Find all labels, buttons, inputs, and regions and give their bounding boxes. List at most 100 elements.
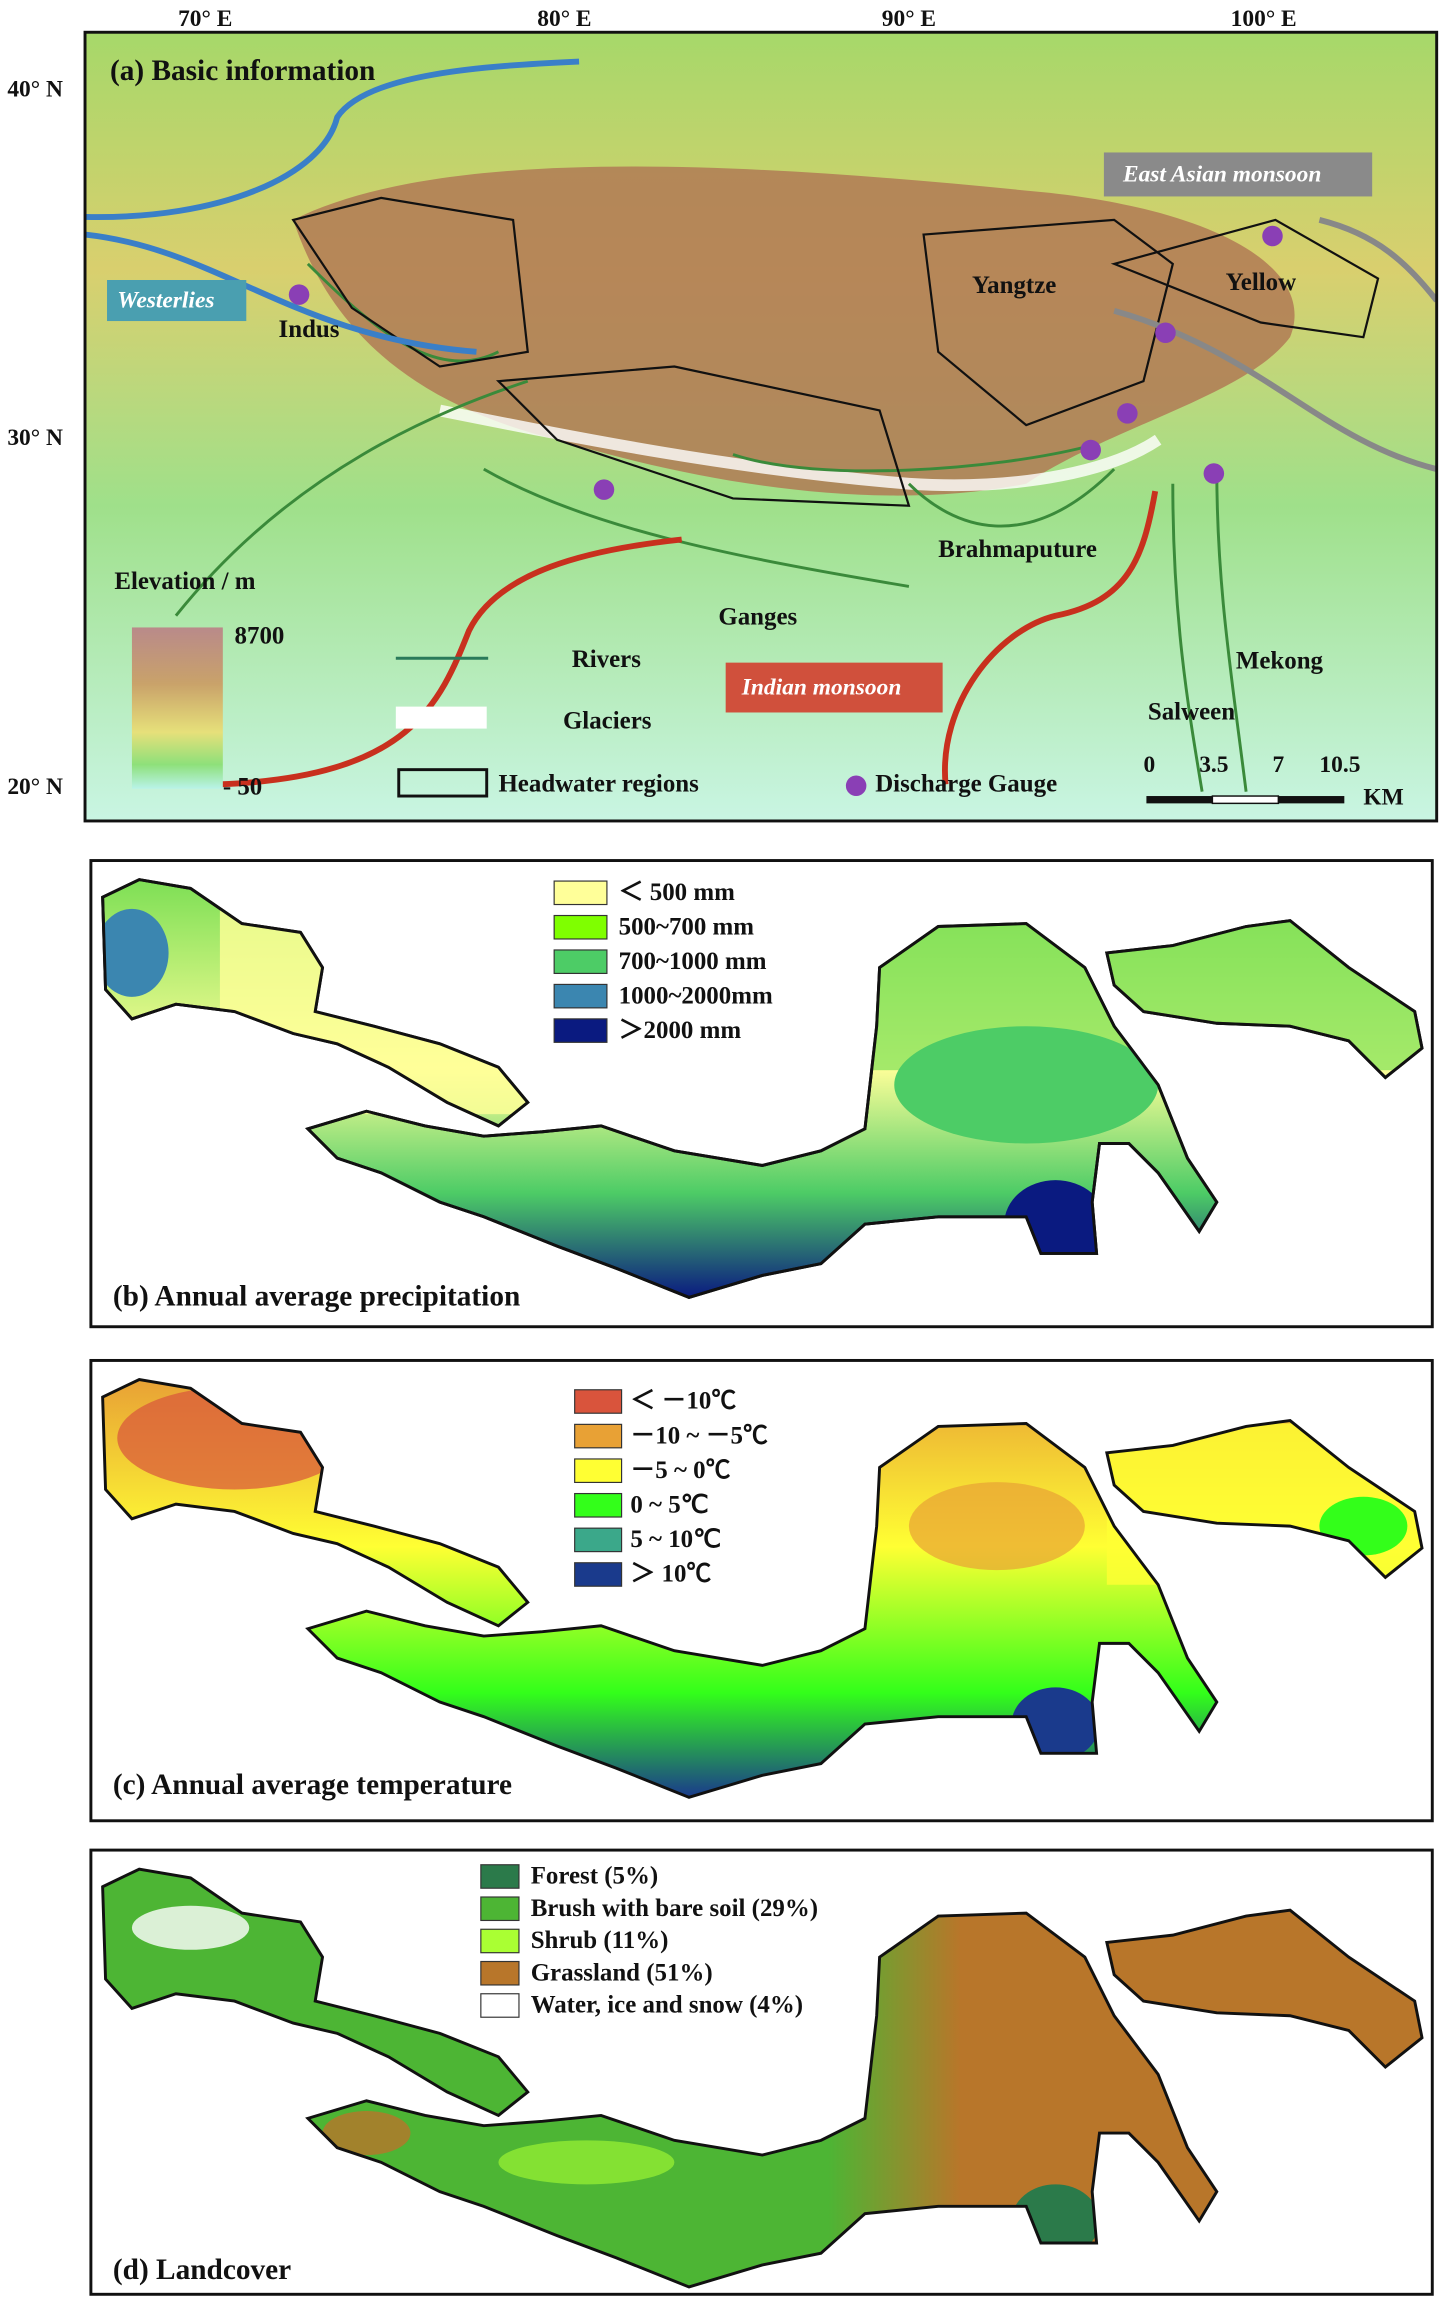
gauge [1155, 322, 1176, 344]
map-patches [117, 1386, 1423, 1761]
label-box [1103, 152, 1373, 197]
legend-label: 500~700 mm [619, 913, 755, 940]
legend-label: Forest (5%) [531, 1863, 659, 1890]
scale-label: 0 [1143, 752, 1155, 778]
panel-a: 70° E 80° E 90° E 100° E 40° N 30° N 20°… [7, 6, 1439, 823]
lon-label: 70° E [178, 6, 232, 32]
gauge [288, 284, 310, 305]
wind-label: Indian monsoon [741, 674, 902, 700]
legend-label: －10 ~ －5℃ [630, 1422, 768, 1449]
legend-swatch [574, 1527, 623, 1553]
legend-label: Water, ice and snow (4%) [531, 1992, 803, 2019]
headwater-regions [291, 196, 1380, 507]
river-name: Salween [1148, 699, 1235, 726]
legend-swatch [574, 1492, 623, 1518]
gauge [1203, 463, 1225, 484]
legend-swatch [480, 1864, 520, 1889]
label-box [725, 662, 943, 713]
panel-d: (d) Landcover [89, 1848, 1434, 2296]
lat-label: 40° N [7, 76, 63, 102]
panel-title: (b) Annual average precipitation [113, 1281, 520, 1313]
legend-swatch [574, 1423, 623, 1449]
legend-swatch [553, 1018, 608, 1043]
legend-swatch [574, 1389, 623, 1414]
legend-label: ＞ 10℃ [630, 1561, 711, 1588]
lon-label: 100° E [1231, 6, 1297, 32]
panel-title: (a) Basic information [110, 55, 375, 87]
basin-group [101, 1867, 1424, 2289]
scale-bar [1278, 796, 1345, 804]
legend-swatch [480, 1896, 520, 1922]
label-box [107, 280, 247, 322]
westerlies-arrow [85, 58, 580, 220]
patch [322, 2111, 411, 2156]
legend-label: 0 ~ 5℃ [630, 1491, 708, 1518]
legend-swatch [553, 914, 608, 940]
gauge [593, 479, 615, 500]
lat-label: 30° N [7, 425, 63, 451]
panel-title: (d) Landcover [113, 2254, 291, 2286]
glacier-legend [395, 706, 487, 729]
legend-label: - 50 [223, 773, 262, 800]
gauge [1080, 439, 1101, 461]
legend-label: Glaciers [563, 707, 652, 734]
legend-label: ＜ 500 mm [619, 879, 735, 906]
legend-swatch [574, 1562, 623, 1587]
legend-label: 700~1000 mm [619, 948, 767, 975]
legend-swatch [553, 949, 608, 975]
scale-label: 3.5 [1199, 752, 1228, 778]
patch [894, 1026, 1159, 1144]
monsoon-arrow [219, 536, 683, 788]
wind-label: Westerlies [117, 287, 214, 313]
basin-group [101, 1378, 1424, 1799]
river-name: Yangtze [972, 272, 1056, 299]
legend-label: －5 ~ 0℃ [630, 1457, 730, 1484]
legend-label: Grassland (51%) [531, 1959, 713, 1986]
legend-label: Discharge Gauge [875, 770, 1057, 797]
gauge [1262, 225, 1283, 247]
legends: ＜ 500 mm 500~700 mm 700~1000 mm 1000~2000mm… [480, 879, 818, 2019]
panel-frame [83, 30, 1439, 823]
legend-swatch [574, 1458, 623, 1484]
plateau [293, 166, 1295, 496]
wind-label: East Asian monsoon [1122, 161, 1321, 187]
panel-title: (c) Annual average temperature [113, 1769, 512, 1801]
legend-label: 8700 [235, 622, 285, 649]
river-name: Mekong [1236, 647, 1324, 674]
panel-b: (b) Annual average precipitation [89, 859, 1434, 1329]
lon-label: 90° E [882, 6, 936, 32]
river-name: Indus [279, 316, 340, 343]
figure-content: 70° E 80° E 90° E 100° E 40° N 30° N 20°… [7, 6, 1439, 2296]
river-name: Ganges [718, 603, 797, 630]
legend-label: 1000~2000mm [619, 982, 773, 1009]
legend-label: ＞2000 mm [619, 1017, 742, 1044]
gauge-legend [845, 775, 867, 797]
river-name: Brahmaputure [938, 536, 1097, 563]
patch [498, 2140, 675, 2185]
patch [131, 1905, 250, 1950]
elevation-bar [131, 627, 223, 789]
legend-label: 5 ~ 10℃ [630, 1526, 721, 1553]
headwater-legend [397, 768, 489, 798]
patch [908, 1482, 1085, 1571]
glaciers [438, 404, 1162, 492]
scale-unit: KM [1363, 784, 1403, 810]
legend-swatch [480, 1993, 520, 2018]
legend-title: Elevation / m [114, 568, 255, 595]
scale-label: 10.5 [1319, 752, 1360, 778]
westerlies-arrow [85, 231, 477, 355]
scale-bar [1146, 796, 1213, 804]
legend-label: Brush with bare soil (29%) [531, 1895, 818, 1922]
legend-swatch [480, 1928, 520, 1954]
lat-label: 20° N [7, 774, 63, 800]
scale-bar [1211, 795, 1280, 805]
legend-label: Rivers [572, 646, 641, 673]
map-patches [131, 1905, 1100, 2258]
monsoon-arrow [942, 490, 1159, 785]
scale-label: 7 [1272, 752, 1284, 778]
river-name: Yellow [1226, 269, 1297, 296]
legend-label: Headwater regions [498, 770, 699, 797]
patch [102, 908, 169, 997]
legend-swatch [553, 880, 608, 906]
